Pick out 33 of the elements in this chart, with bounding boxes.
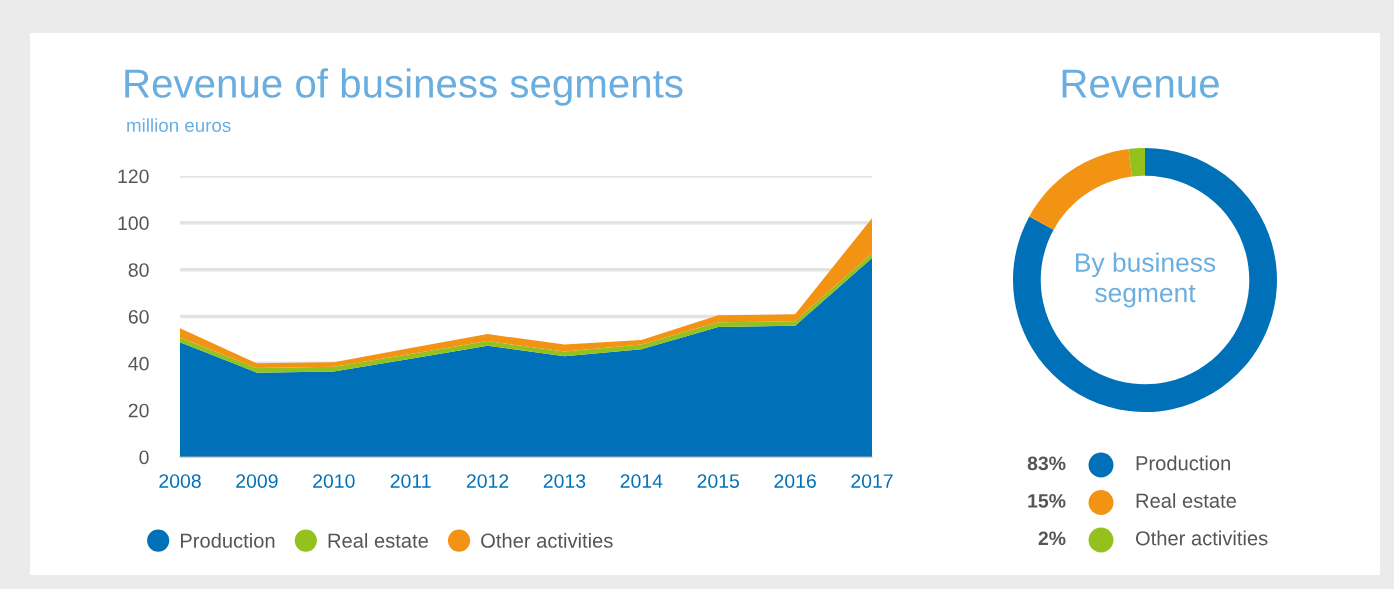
legend-label: Production — [1136, 455, 1230, 471]
x-tick-label: 2015 — [697, 474, 740, 488]
x-tick-label: 2011 — [390, 474, 431, 488]
legend-label: Other activities — [481, 533, 613, 548]
data-label: 83% — [1027, 456, 1066, 471]
x-tick-label: 2008 — [159, 474, 201, 488]
text: By business segment — [1076, 252, 1216, 308]
x-tick-label: 2010 — [313, 474, 355, 488]
legend-label: Other activities — [1135, 530, 1268, 546]
data-label: 15% — [1028, 494, 1066, 508]
x-tick-label: 2009 — [236, 474, 278, 488]
y-tick-label: 80 — [128, 263, 149, 277]
legend-label: Real estate — [1136, 493, 1236, 508]
chart-title: Revenue — [1062, 69, 1219, 98]
y-tick-label: 40 — [128, 356, 149, 371]
y-tick-label: 120 — [118, 169, 149, 184]
legend-label: Real estate — [328, 533, 428, 548]
donut-slice — [1029, 149, 1132, 230]
chart-title: Revenue of business segments — [125, 68, 683, 106]
legend-label: Production — [180, 533, 275, 548]
donut-slice — [1128, 148, 1145, 177]
y-tick-label: 60 — [128, 309, 149, 324]
x-tick-label: 2013 — [543, 474, 586, 488]
y-tick-label: 0 — [139, 450, 149, 465]
y-tick-label: 20 — [128, 403, 149, 418]
x-tick-label: 2012 — [466, 474, 509, 488]
donut-slice — [1013, 148, 1277, 412]
y-tick-label: 100 — [118, 216, 149, 231]
x-tick-label: 2016 — [774, 474, 816, 488]
data-label: 2% — [1038, 531, 1066, 546]
x-tick-label: 2017 — [851, 474, 893, 488]
x-tick-label: 2014 — [620, 474, 663, 488]
chart-subtitle: million euros — [127, 118, 231, 133]
